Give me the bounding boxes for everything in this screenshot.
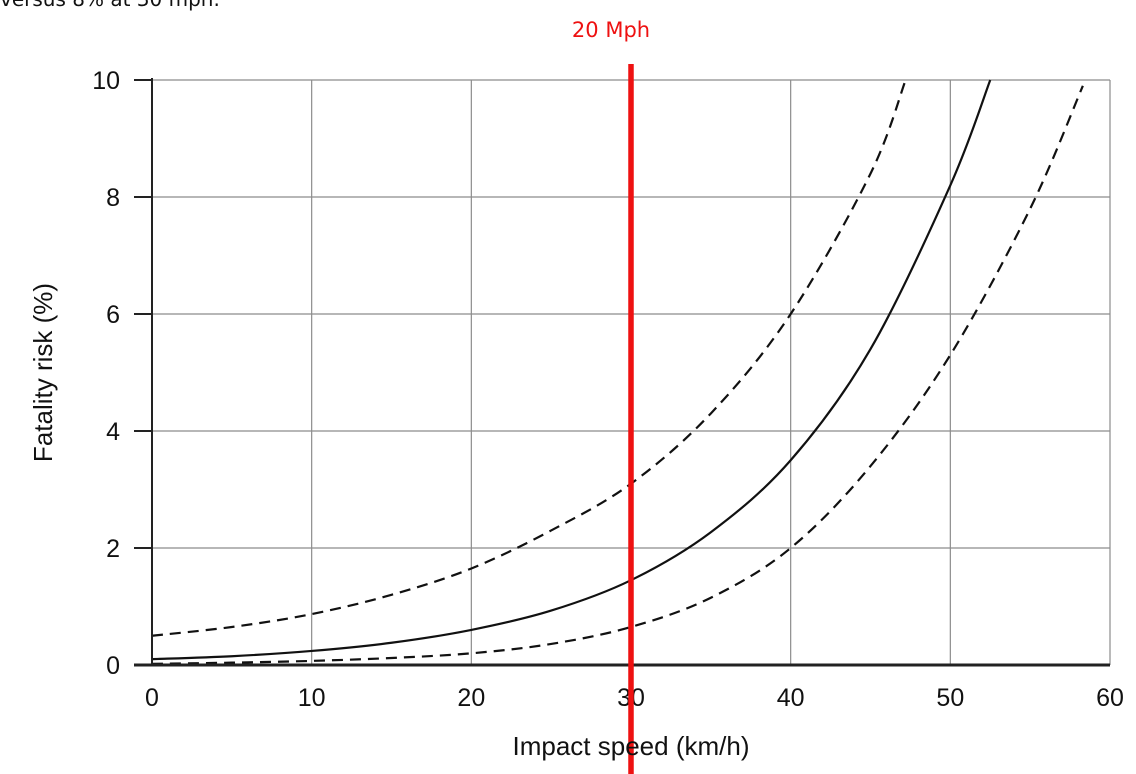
- y-tick-label-2: 2: [106, 535, 120, 563]
- solid-curve-0: [151, 79, 992, 661]
- speed-marker-label: 20 Mph: [572, 18, 650, 42]
- y-tick-label-6: 6: [106, 301, 120, 329]
- axes: [134, 78, 1110, 667]
- caption-fragment: versus 8% at 30 mph.: [0, 0, 220, 11]
- speed-marker: 20 Mph: [572, 18, 650, 774]
- y-tick-label-4: 4: [106, 418, 120, 446]
- x-tick-label-20: 20: [457, 684, 485, 712]
- y-tick-label-8: 8: [106, 184, 120, 212]
- y-axis-title: Fatality risk (%): [28, 283, 58, 462]
- x-axis-title: Impact speed (km/h): [513, 731, 750, 761]
- x-tick-label-10: 10: [298, 684, 326, 712]
- y-tick-label-0: 0: [106, 652, 120, 680]
- y-tick-label-10: 10: [92, 67, 120, 95]
- x-tick-label-0: 0: [145, 684, 159, 712]
- x-tick-label-40: 40: [777, 684, 805, 712]
- x-tick-label-60: 60: [1096, 684, 1124, 712]
- dashed-curve-1: [151, 79, 907, 637]
- x-tick-label-50: 50: [936, 684, 964, 712]
- curves: [151, 79, 1084, 665]
- tick-labels: 01020304050600246810: [92, 67, 1124, 712]
- dashed-curve-2: [151, 85, 1084, 665]
